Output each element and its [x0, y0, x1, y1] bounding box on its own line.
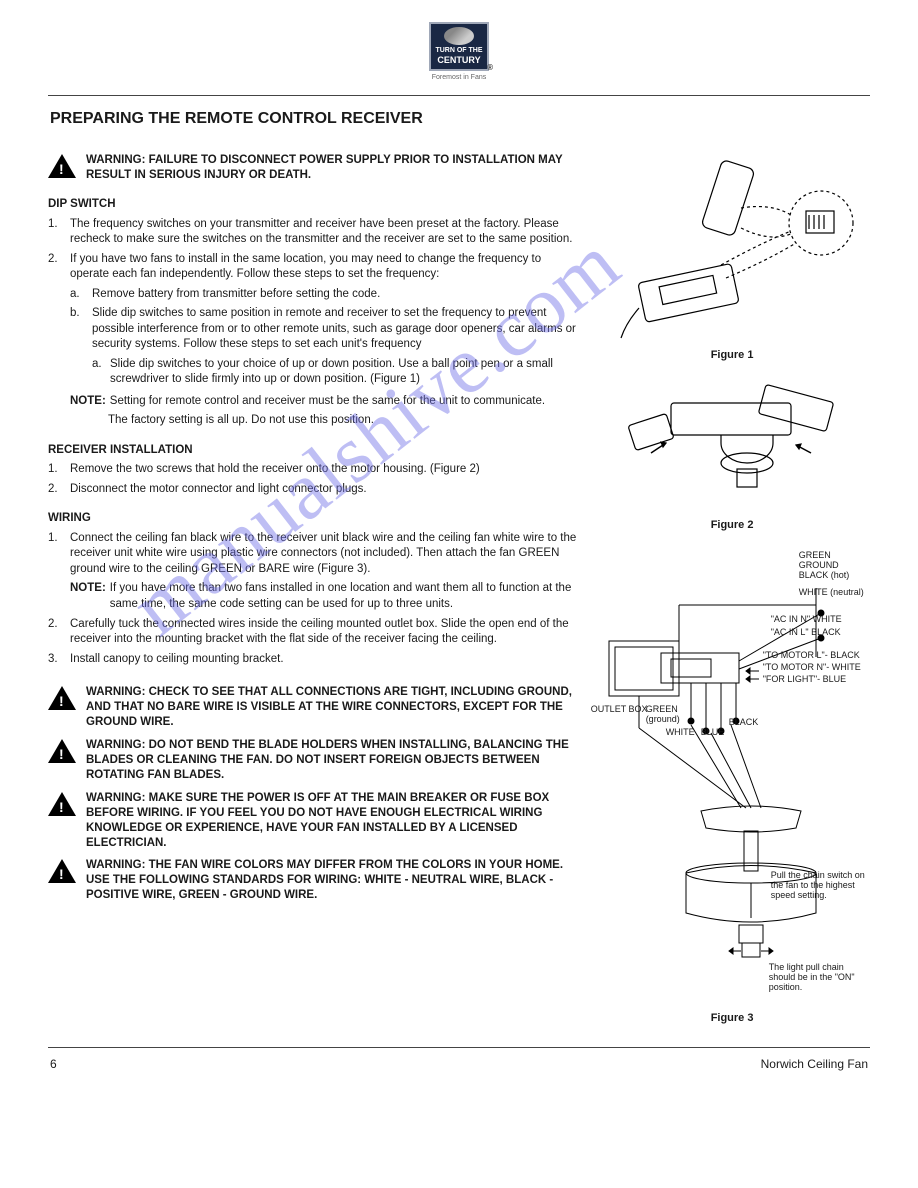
- receiver-step-1: 1. Remove the two screws that hold the r…: [48, 462, 577, 478]
- warning-3-text: WARNING: DO NOT BEND THE BLADE HOLDERS W…: [86, 738, 577, 783]
- figure-1-label: Figure 1: [711, 348, 754, 363]
- c-to-motor-n: "TO MOTOR N"- WHITE: [763, 663, 861, 673]
- receiver-step-1-text: Remove the two screws that hold the rece…: [70, 462, 480, 478]
- c-fan-pull: Pull the chain switch on the fan to the …: [771, 871, 871, 901]
- warning-4: WARNING: MAKE SURE THE POWER IS OFF AT T…: [48, 791, 577, 851]
- figure-3-label: Figure 3: [711, 1011, 754, 1026]
- page-number: 6: [50, 1056, 57, 1072]
- note-2: NOTE: If you have more than two fans ins…: [70, 581, 577, 612]
- note-1: NOTE: Setting for remote control and rec…: [70, 394, 577, 410]
- footer: 6 Norwich Ceiling Fan: [48, 1056, 870, 1072]
- c-ac-in-n: "AC IN N" WHITE: [771, 615, 842, 625]
- step-number: 1.: [48, 462, 62, 478]
- note-1-text: Setting for remote control and receiver …: [110, 394, 545, 410]
- figure-2-label: Figure 2: [711, 518, 754, 533]
- dip-step-2b-a: a. Slide dip switches to your choice of …: [92, 357, 577, 388]
- sub-sub-letter: a.: [92, 357, 104, 388]
- dip-step-2-lead: If you have two fans to install in the s…: [70, 252, 577, 283]
- dip-step-2a-text: Remove battery from transmitter before s…: [92, 287, 380, 303]
- page-title: PREPARING THE REMOTE CONTROL RECEIVER: [50, 108, 870, 130]
- warning-1: WARNING: FAILURE TO DISCONNECT POWER SUP…: [48, 153, 577, 183]
- c-black-hot: BLACK (hot): [799, 571, 850, 581]
- wiring-step-2-text: Carefully tuck the connected wires insid…: [70, 617, 577, 648]
- c-to-motor-l: "TO MOTOR L"- BLACK: [763, 651, 860, 661]
- figure-1: [601, 153, 861, 353]
- logo-tagline: Foremost in Fans: [429, 73, 489, 82]
- wiring-step-1-text: Connect the ceiling fan black wire to th…: [70, 531, 577, 578]
- note-label: NOTE:: [70, 581, 106, 612]
- warning-icon: [48, 739, 76, 763]
- warning-5-text: WARNING: THE FAN WIRE COLORS MAY DIFFER …: [86, 858, 577, 903]
- product-name: Norwich Ceiling Fan: [761, 1056, 868, 1072]
- warning-icon: [48, 154, 76, 178]
- dip-step-2b-a-text: Slide dip switches to your choice of up …: [110, 357, 577, 388]
- c-white: WHITE: [666, 728, 695, 738]
- wiring-label: WIRING: [48, 511, 577, 527]
- receiver-step-2-text: Disconnect the motor connector and light…: [70, 482, 367, 498]
- note-label: NOTE:: [70, 394, 106, 410]
- warning-2-text: WARNING: CHECK TO SEE THAT ALL CONNECTIO…: [86, 685, 577, 730]
- logo-reg: ®: [487, 63, 493, 73]
- figure-2: [611, 383, 851, 513]
- warning-icon: [48, 792, 76, 816]
- step-number: 3.: [48, 652, 62, 668]
- dip-step-2b-lead: Slide dip switches to same position in r…: [92, 307, 576, 350]
- dip-step-1: 1. The frequency switches on your transm…: [48, 217, 577, 248]
- warning-5: WARNING: THE FAN WIRE COLORS MAY DIFFER …: [48, 858, 577, 903]
- c-green-ground-2: GREEN (ground): [646, 705, 698, 725]
- warning-2: WARNING: CHECK TO SEE THAT ALL CONNECTIO…: [48, 685, 577, 730]
- sub-letter: b.: [70, 306, 84, 390]
- logo-badge: TURN OF THE CENTURY ®: [429, 22, 489, 71]
- dip-step-2a: a. Remove battery from transmitter befor…: [70, 287, 577, 303]
- left-column: WARNING: FAILURE TO DISCONNECT POWER SUP…: [48, 153, 577, 911]
- c-green-ground: GREEN GROUND: [799, 551, 870, 571]
- sub-letter: a.: [70, 287, 84, 303]
- c-ac-in-l: "AC IN L" BLACK: [771, 628, 841, 638]
- brand-logo: TURN OF THE CENTURY ® Foremost in Fans: [429, 22, 489, 83]
- warning-icon: [48, 859, 76, 883]
- c-white-neutral: WHITE (neutral): [799, 588, 864, 598]
- dip-step-2b: b. Slide dip switches to same position i…: [70, 306, 577, 390]
- step-number: 2.: [48, 617, 62, 648]
- warning-1-text: WARNING: FAILURE TO DISCONNECT POWER SUP…: [86, 153, 577, 183]
- logo-swoosh: [444, 27, 474, 45]
- note-2-text: If you have more than two fans installed…: [110, 581, 577, 612]
- wiring-step-3-text: Install canopy to ceiling mounting brack…: [70, 652, 284, 668]
- wiring-step-1: 1. Connect the ceiling fan black wire to…: [48, 531, 577, 578]
- warning-icon: [48, 686, 76, 710]
- receiver-label: RECEIVER INSTALLATION: [48, 443, 577, 459]
- step-number: 2.: [48, 252, 62, 283]
- receiver-step-2: 2. Disconnect the motor connector and li…: [48, 482, 577, 498]
- logo-container: TURN OF THE CENTURY ® Foremost in Fans: [48, 22, 870, 85]
- warning-3: WARNING: DO NOT BEND THE BLADE HOLDERS W…: [48, 738, 577, 783]
- dip-step-1-text: The frequency switches on your transmitt…: [70, 217, 577, 248]
- right-column: Figure 1 Figure: [591, 153, 870, 1033]
- c-light-pull: The light pull chain should be in the "O…: [769, 963, 871, 993]
- step-number: 2.: [48, 482, 62, 498]
- rule-top: [48, 95, 870, 96]
- c-black: BLACK: [729, 718, 759, 728]
- content-columns: WARNING: FAILURE TO DISCONNECT POWER SUP…: [48, 153, 870, 1033]
- dip-step-2b-text: Slide dip switches to same position in r…: [92, 306, 577, 390]
- logo-line2: CENTURY: [435, 55, 483, 66]
- logo-line1: TURN OF THE: [435, 47, 483, 55]
- c-blue: BLUE: [701, 728, 725, 738]
- rule-bottom: [48, 1047, 870, 1048]
- step-number: 1.: [48, 217, 62, 248]
- warning-4-text: WARNING: MAKE SURE THE POWER IS OFF AT T…: [86, 791, 577, 851]
- dip-step-2: 2. If you have two fans to install in th…: [48, 252, 577, 283]
- step-number: 1.: [48, 531, 62, 578]
- c-outlet-box: OUTLET BOX: [591, 705, 648, 715]
- c-for-light: "FOR LIGHT"- BLUE: [763, 675, 846, 685]
- wiring-step-3: 3. Install canopy to ceiling mounting br…: [48, 652, 577, 668]
- dip-switch-label: DIP SWITCH: [48, 197, 577, 213]
- note-1-text-2: The factory setting is all up. Do not us…: [108, 413, 577, 429]
- page-root: TURN OF THE CENTURY ® Foremost in Fans P…: [0, 0, 918, 1072]
- wiring-step-2: 2. Carefully tuck the connected wires in…: [48, 617, 577, 648]
